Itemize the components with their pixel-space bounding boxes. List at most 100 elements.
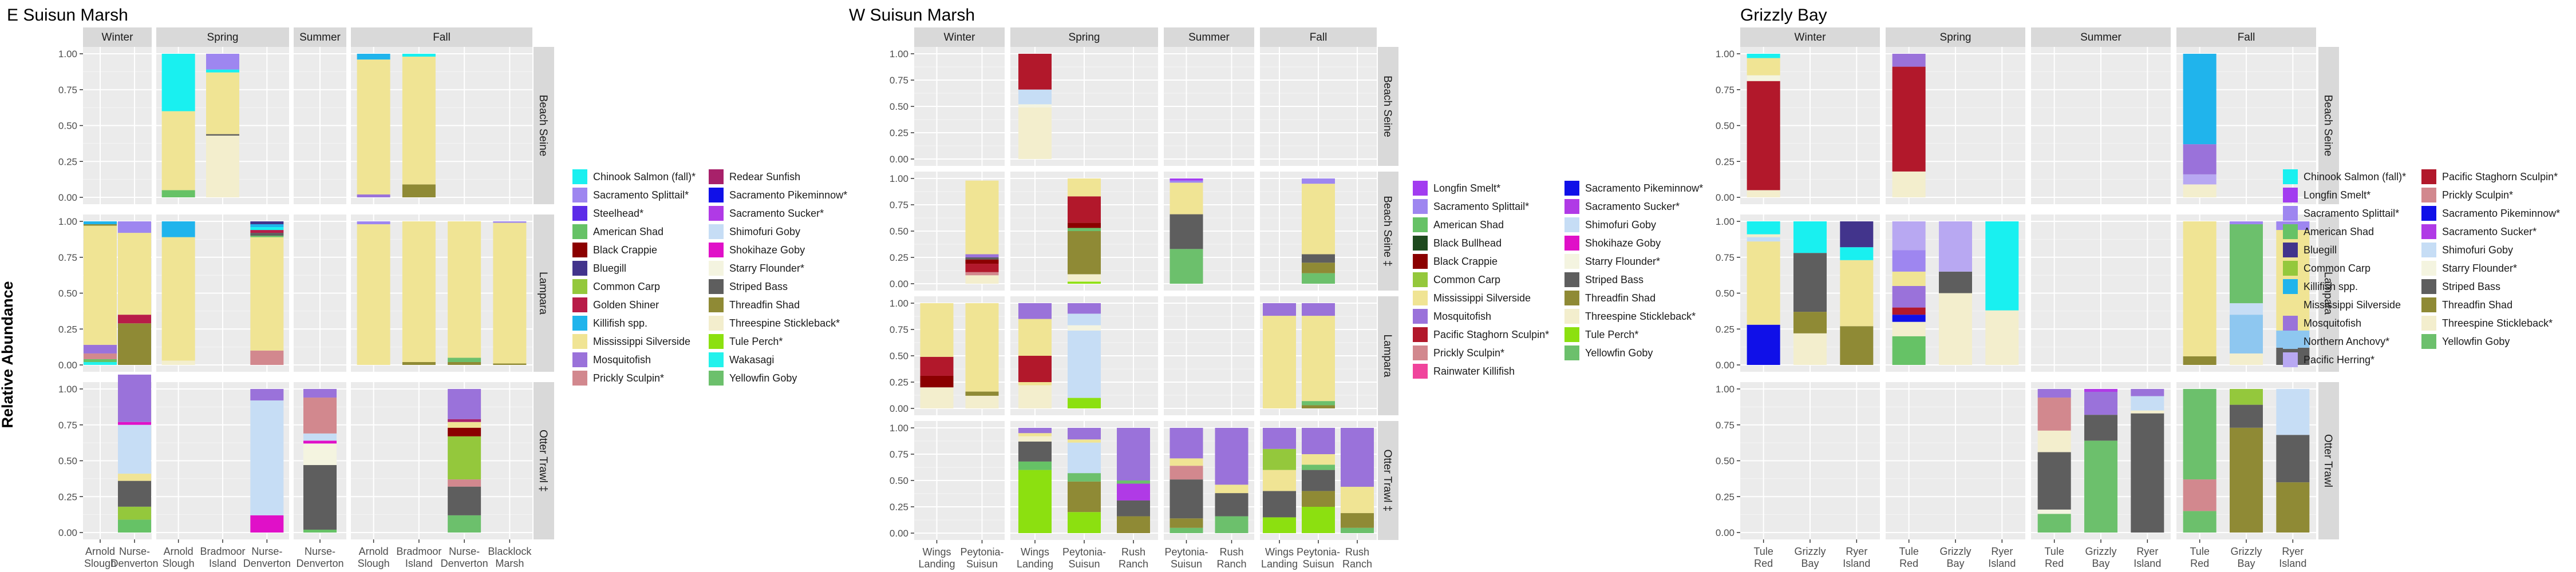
bar-segment-wakasagi [84, 362, 117, 365]
bar-segment-mississippi-silverside [1018, 382, 1052, 386]
legend-label: Sacramento Pikeminnow* [729, 189, 847, 201]
x-tick-label: Ryer [2282, 546, 2304, 557]
bar-segment-golden-shiner [118, 315, 151, 324]
bar-segment-threespine-stickleback [1892, 321, 1926, 336]
stacked-bar [402, 54, 436, 197]
x-tick-label: Red [1899, 558, 1918, 569]
gear-label: Lampara [537, 272, 549, 315]
bar-segment-striped-bass [2230, 404, 2263, 428]
legend-label: Starry Flounder* [729, 263, 804, 274]
x-tick-label: Landing [1017, 558, 1053, 570]
bar-segment-sacramento-sucker [2084, 389, 2117, 392]
stacked-bar [2276, 389, 2310, 533]
bar-segment-threespine-stickleback [965, 275, 999, 284]
season-label: Summer [2080, 31, 2121, 43]
stacked-bar [965, 303, 999, 408]
bar-segment-mosquitofish [1068, 428, 1101, 440]
chart-title: Grizzly Bay [1740, 6, 1827, 25]
y-tick-label: 0.50 [890, 226, 908, 237]
bar-segment-striped-bass [250, 233, 284, 236]
bar-segment-threadfin-shad [493, 363, 527, 365]
y-tick-label: 0.75 [1716, 420, 1735, 431]
bar-segment-mississippi-silverside [161, 111, 195, 190]
stacked-bar [357, 221, 390, 365]
stacked-bar [118, 374, 151, 533]
bar-segment-striped-bass [1302, 254, 1335, 263]
y-tick-label: 1.00 [58, 49, 77, 59]
bar-segment-pacific-staghorn-sculpin [965, 264, 999, 272]
legend-swatch-sacramento-splittail [2283, 206, 2298, 221]
bar-segment-shimofuri-goby [2276, 389, 2310, 435]
legend: Longfin Smelt* Sacramento Splittail* Ameri… [1413, 181, 1703, 379]
bar-segment-tule-perch [1302, 507, 1335, 533]
legend-label: Wakasagi [729, 354, 774, 366]
legend-label: Threespine Stickleback* [729, 317, 840, 329]
legend-swatch-mississippi-silverside [572, 334, 587, 349]
bar-segment-killifish-spp [357, 54, 390, 60]
stacked-bar [2183, 54, 2217, 197]
x-tick-label: Suisun [966, 558, 998, 570]
bar-segment-threespine-stickleback [1068, 274, 1101, 282]
legend-label: Threespine Stickleback* [1585, 311, 1696, 322]
bar-segment-prickly-sculpin [84, 353, 117, 359]
bar-segment-mosquitofish [1018, 428, 1052, 434]
bar-segment-mosquitofish [2084, 392, 2117, 415]
bar-segment-tule-perch [1263, 517, 1296, 533]
legend-swatch-pacific-staghorn-sculpin [2421, 169, 2436, 184]
legend-swatch-sacramento-sucker [709, 206, 724, 221]
bar-segment-shimofuri-goby [1068, 313, 1101, 325]
legend-swatch-shokihaze-goby [1564, 236, 1579, 251]
bar-segment-mississippi-silverside [161, 237, 195, 361]
legend-swatch-american-shad [572, 224, 587, 239]
legend-swatch-threadfin-shad [2421, 297, 2436, 312]
gear-strip [2318, 214, 2339, 372]
legend-label: Yellowfin Goby [1585, 347, 1653, 359]
bar-segment-shokihaze-goby [303, 440, 337, 444]
y-tick-label: 0.00 [890, 528, 908, 539]
bar-segment-mississippi-silverside [448, 422, 481, 428]
x-tick-label: Denverton [296, 558, 343, 569]
bar-segment-threespine-stickleback [965, 395, 999, 408]
y-tick-label: 1.00 [890, 173, 908, 184]
stacked-bar [1302, 428, 1335, 533]
legend-swatch-bluegill [2283, 243, 2298, 257]
x-tick-label: Peytonia- [1297, 546, 1340, 558]
y-tick-label: 0.50 [890, 351, 908, 362]
gear-strip [2318, 47, 2339, 204]
season-label: Winter [944, 31, 976, 43]
x-tick-label: Peytonia- [1164, 546, 1208, 558]
stacked-bar [1302, 178, 1335, 284]
x-tick-label: Bay [2092, 558, 2109, 569]
bar-segment-threespine-stickleback [161, 360, 195, 365]
bar-segment-threespine-stickleback [2037, 430, 2071, 452]
bar-segment-mississippi-silverside [1170, 458, 1203, 466]
gear-strip [2318, 382, 2339, 539]
legend-swatch-sacramento-splittail [1413, 199, 1428, 214]
legend-swatch-shokihaze-goby [709, 243, 724, 257]
legend-label: Pacific Staghorn Sculpin* [1433, 329, 1549, 340]
legend-swatch-pacific-staghorn-sculpin [1413, 327, 1428, 342]
bar-segment-threespine-stickleback [1939, 293, 1972, 365]
bar-segment-yellowfin-goby [448, 357, 481, 362]
bar-segment-common-carp [448, 436, 481, 480]
x-tick-label: Bradmoor [200, 546, 245, 557]
bar-segment-sacramento-splittail [2230, 221, 2263, 225]
chart-e-suisun-marsh: E Suisun Marsh Winter Spring Summer Fall Beac… [7, 6, 847, 569]
legend-label: Mosquitofish [2304, 317, 2361, 329]
x-tick-label: Island [2134, 558, 2161, 569]
stacked-bar [1747, 221, 1780, 365]
stacked-bar [1263, 303, 1296, 408]
stacked-bar [1215, 428, 1249, 533]
bar-segment-threadfin-shad [402, 362, 436, 365]
bar-segment-tule-perch [1068, 512, 1101, 533]
bar-segment-pacific-herring [1939, 221, 1972, 272]
legend-label: Striped Bass [1585, 274, 1643, 285]
legend-label: Common Carp [2304, 263, 2370, 274]
legend-swatch-killifish-spp [572, 316, 587, 331]
y-tick-label: 0.25 [1716, 491, 1735, 502]
bar-segment-striped-bass [2084, 415, 2117, 441]
x-tick-label: Grizzly [2231, 546, 2262, 557]
bar-segment-threespine-stickleback [2131, 410, 2164, 414]
x-tick-label: Tule [1753, 546, 1773, 557]
